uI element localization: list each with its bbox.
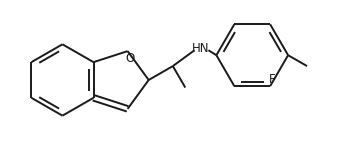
Text: F: F <box>269 73 276 86</box>
Text: HN: HN <box>192 42 209 55</box>
Text: O: O <box>125 51 134 65</box>
